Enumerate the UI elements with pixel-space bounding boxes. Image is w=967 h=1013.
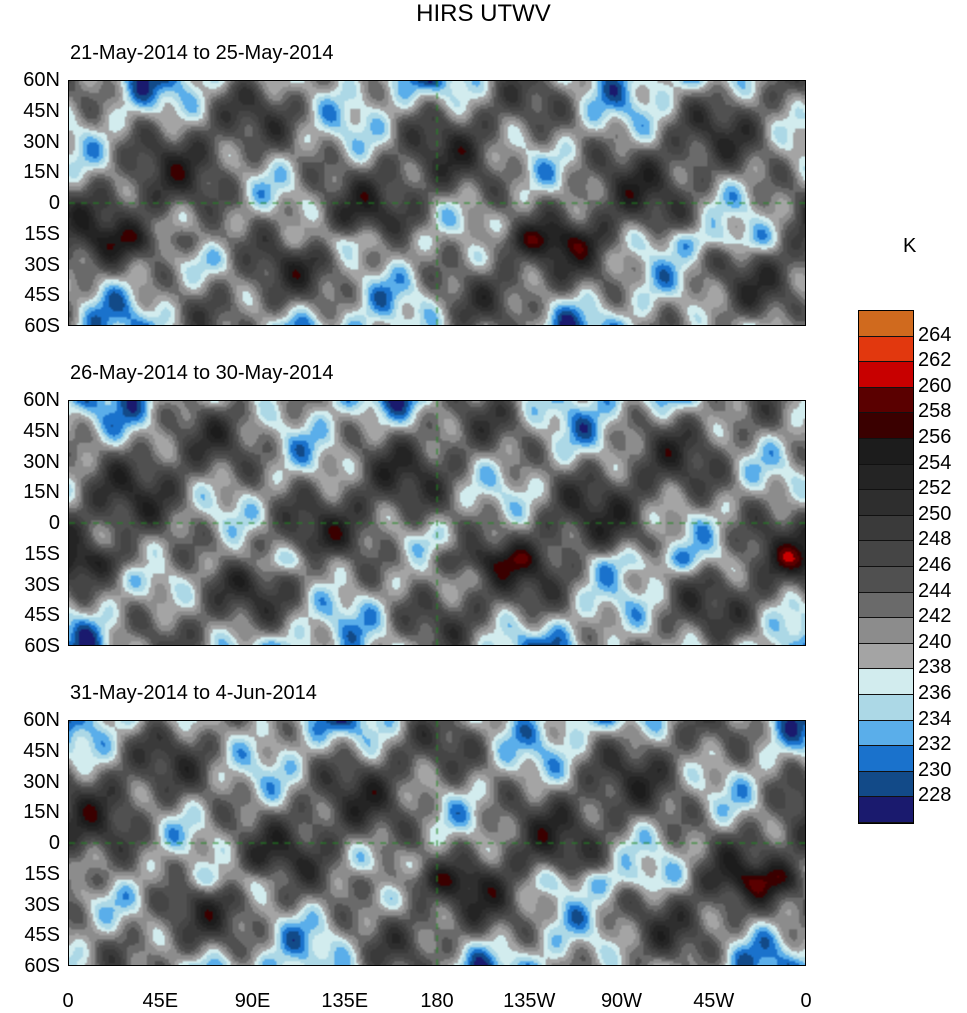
y-tick-label: 15S	[24, 222, 60, 245]
figure-title: HIRS UTWV	[416, 0, 551, 27]
colorbar-label: 230	[918, 758, 952, 781]
y-tick-label: 30S	[24, 893, 60, 916]
y-tick-label: 60S	[24, 955, 60, 977]
contour-field	[69, 81, 805, 325]
colorbar-box	[859, 311, 913, 337]
colorbar-label: 264	[918, 323, 952, 346]
y-tick-label: 15N	[23, 801, 60, 824]
colorbar-label: 240	[918, 630, 952, 653]
colorbar-box	[859, 464, 913, 491]
colorbar-label: 232	[918, 733, 952, 756]
colorbar-box	[859, 592, 913, 619]
colorbar-label: 262	[918, 349, 952, 372]
y-tick-label: 60N	[23, 709, 60, 731]
y-tick-label: 30N	[23, 770, 60, 793]
panel-3-title: 31-May-2014 to 4-Jun-2014	[70, 682, 317, 704]
y-tick-label: 15N	[23, 161, 60, 184]
y-tick-label: 0	[48, 192, 60, 214]
y-tick-label: 45N	[23, 739, 60, 762]
colorbar-box	[859, 362, 913, 388]
colorbar-label: 260	[918, 374, 952, 397]
y-tick-label: 60N	[23, 389, 60, 411]
colorbar-label: 242	[918, 605, 952, 628]
colorbar-label: 250	[918, 502, 952, 525]
colorbar-box	[859, 797, 913, 823]
y-tick-label: 30S	[24, 573, 60, 596]
y-tick-label: 15S	[24, 862, 60, 885]
y-tick-label: 60S	[24, 315, 60, 337]
colorbar-box	[859, 746, 913, 772]
colorbar-box	[859, 336, 913, 363]
y-tick-label: 30S	[24, 253, 60, 276]
colorbar-box	[859, 515, 913, 542]
colorbar-box	[859, 541, 913, 567]
panel-2-title: 26-May-2014 to 30-May-2014	[70, 362, 334, 384]
panel-1-title: 21-May-2014 to 25-May-2014	[70, 42, 334, 64]
x-tick-label: 0	[800, 990, 812, 1012]
x-tick-label: 45W	[693, 990, 735, 1012]
colorbar-box	[859, 387, 913, 414]
y-tick-label: 15S	[24, 542, 60, 565]
y-tick-label: 15N	[23, 481, 60, 504]
x-tick-label: 90E	[234, 990, 271, 1012]
colorbar-label: 252	[918, 477, 952, 500]
colorbar-box	[859, 771, 913, 798]
colorbar-box	[859, 438, 913, 465]
colorbar-box	[859, 566, 913, 593]
y-tick-label: 45N	[23, 419, 60, 442]
contour-field	[69, 401, 805, 645]
y-tick-label: 0	[48, 512, 60, 534]
y-tick-label: 30N	[23, 130, 60, 153]
map-panel-3	[68, 720, 806, 966]
y-tick-label: 45S	[24, 924, 60, 947]
colorbar	[858, 310, 914, 824]
colorbar-box	[859, 413, 913, 439]
map-panel-1	[68, 80, 806, 326]
y-tick-label: 60N	[23, 69, 60, 91]
colorbar-box	[859, 618, 913, 644]
map-panel-2	[68, 400, 806, 646]
colorbar-label: 256	[918, 426, 952, 448]
x-tick-label: 135E	[321, 990, 369, 1012]
colorbar-label: 236	[918, 682, 952, 704]
colorbar-label: 238	[918, 656, 952, 679]
colorbar-box	[859, 643, 913, 670]
y-tick-label: 60S	[24, 635, 60, 657]
y-tick-label: 45S	[24, 604, 60, 627]
colorbar-label: 258	[918, 400, 952, 423]
y-tick-label: 45S	[24, 284, 60, 307]
colorbar-label: 244	[918, 579, 952, 602]
colorbar-label: 246	[918, 554, 952, 576]
contour-field	[69, 721, 805, 965]
colorbar-box	[859, 720, 913, 747]
x-tick-label: 180	[420, 990, 454, 1012]
colorbar-box	[859, 694, 913, 721]
colorbar-label: 228	[918, 784, 952, 807]
colorbar-unit: K	[903, 235, 917, 257]
colorbar-label: 248	[918, 528, 952, 551]
y-tick-label: 30N	[23, 450, 60, 473]
colorbar-label: 254	[918, 451, 952, 474]
colorbar-box	[859, 669, 913, 695]
x-tick-label: 90W	[600, 990, 643, 1012]
y-tick-label: 45N	[23, 99, 60, 122]
y-tick-label: 0	[48, 832, 60, 854]
colorbar-box	[859, 490, 913, 516]
colorbar-label: 234	[918, 707, 952, 730]
x-tick-label: 45E	[142, 990, 179, 1012]
x-tick-label: 0	[62, 990, 74, 1012]
x-tick-label: 135W	[503, 990, 556, 1012]
